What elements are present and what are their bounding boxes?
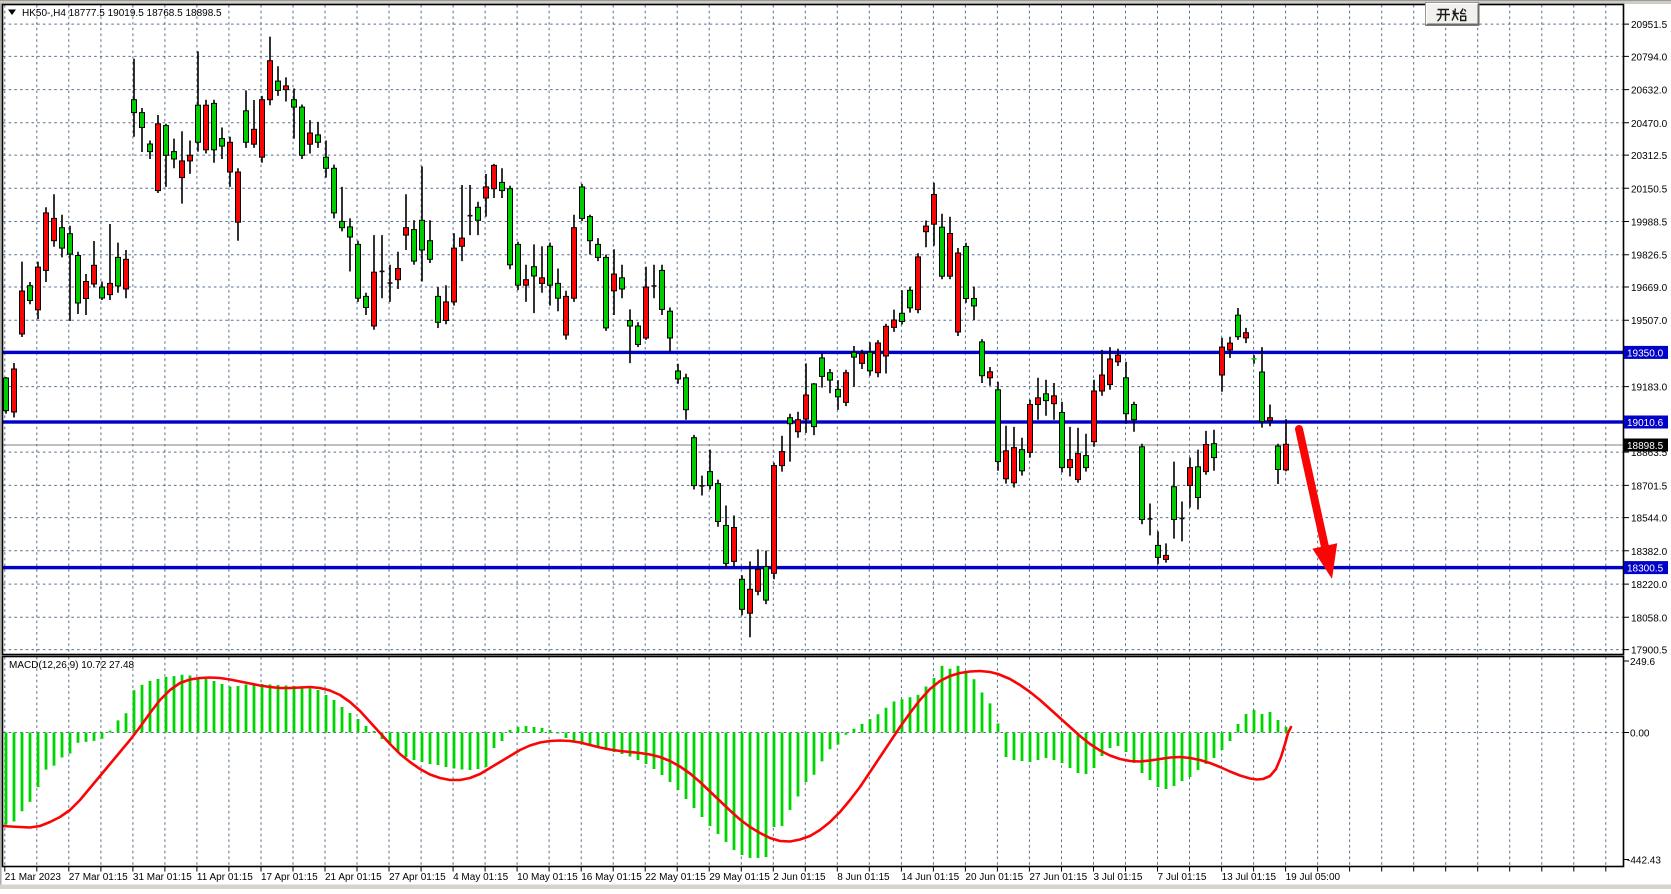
svg-text:10 May 01:15: 10 May 01:15	[517, 872, 578, 883]
svg-text:17 Apr 01:15: 17 Apr 01:15	[261, 872, 318, 883]
svg-text:19507.0: 19507.0	[1631, 316, 1668, 327]
svg-text:13 Jul 01:15: 13 Jul 01:15	[1222, 872, 1277, 883]
svg-text:2 Jun 01:15: 2 Jun 01:15	[773, 872, 826, 883]
svg-text:19826.5: 19826.5	[1631, 251, 1668, 262]
svg-text:20794.0: 20794.0	[1631, 52, 1668, 63]
svg-text:20470.0: 20470.0	[1631, 119, 1668, 130]
svg-text:4 May 01:15: 4 May 01:15	[453, 872, 508, 883]
svg-text:MACD(12,26,9) 10.72 27.48: MACD(12,26,9) 10.72 27.48	[9, 660, 135, 671]
svg-text:20150.5: 20150.5	[1631, 184, 1668, 195]
svg-text:21 Mar 2023: 21 Mar 2023	[5, 872, 62, 883]
svg-text:18863.5: 18863.5	[1631, 448, 1668, 459]
svg-text:18220.0: 18220.0	[1631, 580, 1668, 591]
svg-text:20312.5: 20312.5	[1631, 151, 1668, 162]
svg-text:7 Jul 01:15: 7 Jul 01:15	[1158, 872, 1207, 883]
svg-text:19350.0: 19350.0	[1627, 348, 1664, 359]
svg-text:18544.0: 18544.0	[1631, 514, 1668, 525]
svg-text:29 May 01:15: 29 May 01:15	[709, 872, 770, 883]
svg-text:18382.0: 18382.0	[1631, 547, 1668, 558]
svg-text:18898.5: 18898.5	[1627, 441, 1664, 452]
svg-text:17900.5: 17900.5	[1631, 646, 1668, 657]
svg-text:18300.5: 18300.5	[1627, 564, 1664, 575]
svg-text:0.00: 0.00	[1630, 729, 1650, 740]
svg-text:20 Jun 01:15: 20 Jun 01:15	[965, 872, 1023, 883]
svg-text:18058.0: 18058.0	[1631, 613, 1668, 624]
svg-text:3 Jul 01:15: 3 Jul 01:15	[1094, 872, 1143, 883]
svg-text:19 Jul 05:00: 19 Jul 05:00	[1286, 872, 1341, 883]
svg-text:27 Mar 01:15: 27 Mar 01:15	[69, 872, 128, 883]
svg-text:19988.5: 19988.5	[1631, 218, 1668, 229]
svg-text:-442.43: -442.43	[1627, 856, 1661, 867]
svg-text:19669.0: 19669.0	[1631, 283, 1668, 294]
svg-text:21 Apr 01:15: 21 Apr 01:15	[325, 872, 382, 883]
svg-text:27 Jun 01:15: 27 Jun 01:15	[1029, 872, 1087, 883]
svg-text:8 Jun 01:15: 8 Jun 01:15	[837, 872, 890, 883]
svg-text:11 Apr 01:15: 11 Apr 01:15	[197, 872, 253, 883]
svg-text:16 May 01:15: 16 May 01:15	[581, 872, 642, 883]
svg-text:19183.0: 19183.0	[1631, 383, 1668, 394]
svg-text:27 Apr 01:15: 27 Apr 01:15	[389, 872, 446, 883]
svg-text:HK50-,H4 18777.5 19019.5 1876: HK50-,H4 18777.5 19019.5 18768.5 18898.5	[22, 8, 222, 19]
svg-text:14 Jun 01:15: 14 Jun 01:15	[901, 872, 959, 883]
svg-text:19010.6: 19010.6	[1627, 418, 1664, 429]
svg-text:20632.0: 20632.0	[1631, 86, 1668, 97]
svg-text:18701.5: 18701.5	[1631, 481, 1668, 492]
svg-text:249.6: 249.6	[1630, 657, 1655, 668]
svg-text:20951.5: 20951.5	[1631, 20, 1668, 31]
svg-text:22 May 01:15: 22 May 01:15	[645, 872, 706, 883]
svg-text:31 Mar 01:15: 31 Mar 01:15	[133, 872, 192, 883]
